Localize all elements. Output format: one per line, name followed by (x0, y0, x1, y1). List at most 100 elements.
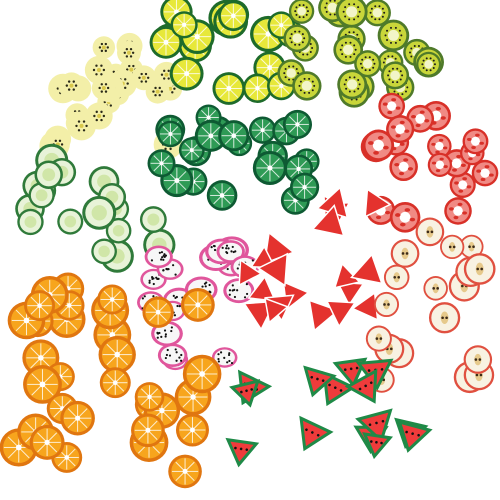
lime-slice (289, 172, 320, 202)
orange-slice (168, 454, 202, 489)
cucumber-slice (57, 208, 84, 235)
lime-cluster (147, 104, 320, 215)
orange-slice (97, 284, 128, 315)
strawberry-slice (256, 252, 289, 287)
cucumber-slice (82, 195, 117, 230)
banana-slice (67, 111, 96, 141)
cucumber-slice (91, 238, 117, 265)
tomato-slice (362, 129, 395, 162)
tomato-cluster (360, 92, 499, 233)
kiwi-slice (416, 51, 442, 77)
apple-slice (415, 217, 445, 247)
strawberry-slice (350, 253, 383, 285)
cucumber-slice (139, 206, 167, 233)
apple-slice (428, 302, 461, 334)
lemon-slice (242, 73, 273, 103)
lime-slice (147, 149, 176, 178)
apple-slice (440, 234, 465, 260)
tomato-slice (427, 133, 452, 159)
tomato-slice (449, 171, 476, 198)
banana-slice (117, 40, 141, 65)
apple-slice (463, 253, 496, 285)
dragonfruit-slice (211, 347, 238, 368)
lemon-slice (170, 11, 198, 39)
watermelon-slice (225, 437, 260, 468)
apple-slice (459, 234, 484, 259)
lime-slice (282, 109, 313, 140)
orange-slice (23, 364, 62, 404)
lemon-slice (149, 25, 183, 59)
tomato-slice (471, 159, 499, 187)
lime-slice (218, 120, 250, 152)
orange-slice (60, 400, 95, 436)
orange-slice (131, 413, 165, 448)
tomato-slice (386, 115, 415, 144)
watermelon-slice (397, 420, 433, 453)
orange-cluster (0, 272, 222, 489)
orange-slice (22, 339, 60, 377)
apple-slice (390, 239, 420, 268)
watermelon-slice (362, 432, 394, 460)
kiwi-slice (363, 0, 391, 27)
strawberry-slice (308, 299, 340, 332)
cucumber-slice (105, 217, 132, 244)
orange-slice (180, 288, 215, 322)
orange-slice (98, 335, 136, 374)
lime-slice (194, 119, 227, 152)
dragonfruit-slice (157, 343, 188, 368)
tomato-slice (389, 201, 421, 233)
watermelon-slice (355, 408, 393, 444)
kiwi-slice (288, 0, 315, 24)
kiwi-slice (377, 19, 410, 52)
kiwi-slice (333, 34, 364, 65)
tomato-slice (378, 92, 406, 120)
kiwi-slice (335, 0, 368, 28)
strawberry-slice (333, 262, 361, 289)
orange-slice (175, 413, 209, 447)
orange-slice (29, 424, 65, 460)
watermelon-slice (229, 379, 261, 408)
watermelon-slice (322, 371, 357, 407)
lime-slice (252, 150, 288, 186)
banana-slice (58, 72, 85, 99)
strawberry-slice (311, 204, 345, 237)
kiwi-slice (283, 24, 312, 53)
kiwi-slice (337, 69, 368, 100)
dragonfruit-slice (144, 245, 173, 269)
watermelon-slice (344, 368, 378, 404)
orange-slice (182, 354, 222, 394)
dragonfruit-slice (151, 320, 183, 347)
apple-slice (365, 325, 392, 352)
orange-slice (134, 382, 165, 412)
cucumber-cluster (15, 143, 176, 273)
lime-slice (157, 120, 184, 148)
strawberry-cluster (238, 186, 392, 332)
lemon-cluster (149, 0, 305, 105)
lime-slice (248, 116, 277, 144)
banana-slice (91, 75, 116, 101)
lemon-slice (212, 72, 246, 105)
strawberry-slice (264, 297, 290, 324)
banana-slice (92, 36, 116, 59)
kiwi-cluster (277, 0, 444, 108)
tomato-slice (427, 152, 452, 177)
apple-slice (463, 345, 493, 374)
lemon-slice (218, 0, 249, 32)
tomato-slice (444, 197, 472, 225)
strawberry-slice (325, 300, 357, 328)
kiwi-slice (381, 61, 410, 90)
dragonfruit-slice (223, 278, 255, 304)
tomato-slice (462, 128, 489, 155)
apple-slice (373, 291, 400, 318)
tomato-slice (389, 152, 418, 182)
strawberry-slice (364, 188, 392, 218)
watermelon-slice (303, 365, 337, 398)
orange-slice (142, 296, 174, 328)
watermelon-slice (332, 357, 368, 388)
kiwi-slice (354, 50, 382, 78)
apple-slice (383, 264, 410, 291)
cucumber-slice (17, 208, 44, 236)
watermelon-slice (299, 415, 334, 452)
strawberry-slice (247, 275, 277, 302)
